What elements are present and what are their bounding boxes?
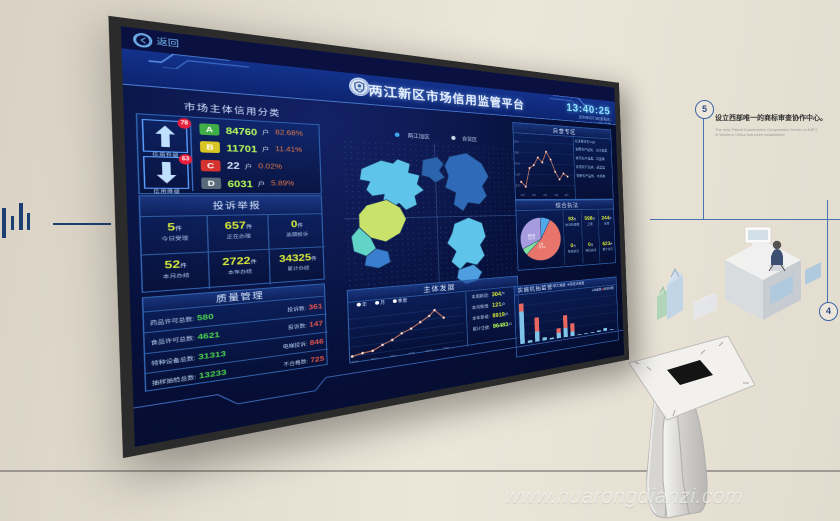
svg-text:2020: 2020 [443, 346, 449, 350]
svg-text:100: 100 [515, 184, 520, 187]
svg-text:-8月: -8月 [520, 194, 525, 197]
svg-text:250: 250 [514, 151, 519, 155]
svg-text:5月: 5月 [543, 194, 547, 197]
svg-text:150: 150 [515, 173, 520, 176]
svg-text:2014: 2014 [390, 354, 397, 358]
svg-text:200: 200 [515, 162, 520, 166]
svg-text:-8月: -8月 [564, 194, 568, 197]
svg-text:16.1%: 16.1% [528, 237, 536, 241]
svg-text:2010: 2010 [351, 359, 359, 363]
svg-text:2012: 2012 [371, 357, 378, 361]
svg-text:8月: 8月 [555, 194, 559, 197]
svg-text:56.6%: 56.6% [538, 246, 545, 250]
svg-text:300: 300 [514, 140, 519, 144]
svg-text:2月: 2月 [532, 194, 536, 197]
svg-text:2018: 2018 [426, 349, 433, 353]
svg-text:2016: 2016 [408, 351, 415, 355]
